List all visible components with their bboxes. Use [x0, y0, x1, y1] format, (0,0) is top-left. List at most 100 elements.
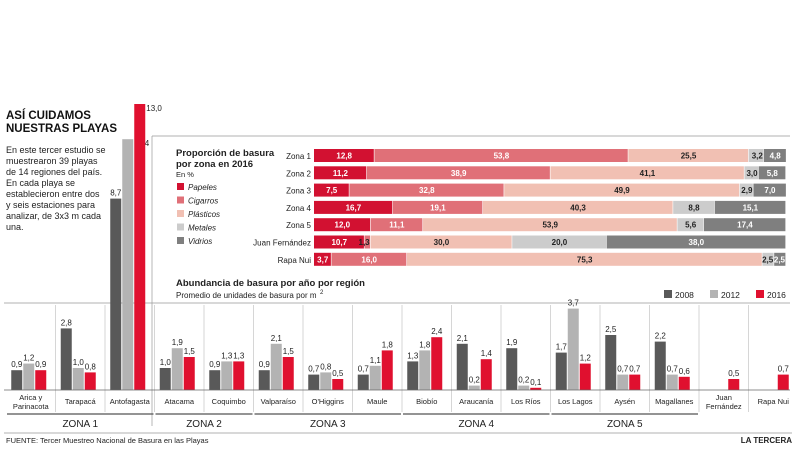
stack-value-label: 40,3 [570, 203, 586, 212]
bar-2016 [282, 357, 294, 390]
stack-segment-vidrios [758, 166, 786, 180]
legend-label-plásticos: Plásticos [188, 210, 220, 219]
bar-2016 [84, 372, 96, 390]
stack-row-label: Zona 4 [286, 204, 311, 213]
bar-value-label: 1,7 [556, 343, 568, 352]
bar-2016 [579, 363, 591, 390]
stack-segment-papeles [314, 218, 371, 232]
bar-value-label: 0,1 [530, 378, 542, 387]
stack-value-label: 16,7 [346, 203, 362, 212]
bar-2012 [221, 361, 233, 390]
bar-chart-subtitle: Promedio de unidades de basura por m [176, 291, 317, 300]
stack-value-label: 3,7 [317, 255, 329, 264]
stack-segment-cigarros [392, 200, 483, 214]
stack-segment-papeles [314, 183, 349, 197]
bar-2008 [555, 352, 567, 390]
zone-label: ZONA 1 [62, 419, 98, 430]
region-label: O'Higgins [312, 397, 345, 406]
bar-2012 [419, 350, 431, 390]
legend-label-cigarros: Cigarros [188, 197, 218, 206]
stack-segment-vidrios [714, 200, 786, 214]
source-note: FUENTE: Tercer Muestreo Nacional de Basu… [6, 436, 209, 445]
stack-value-label: 38,0 [689, 238, 705, 247]
bar-value-label: 1,5 [184, 347, 196, 356]
stack-value-label: 7,0 [764, 186, 776, 195]
stack-segment-plásticos [550, 166, 744, 180]
bar-2012 [518, 385, 530, 390]
bar-2008 [110, 198, 122, 390]
bar-value-label: 1,3 [407, 351, 419, 360]
region-label: Magallanes [655, 397, 694, 406]
stack-value-label: 12,8 [336, 152, 352, 161]
bar-2012 [320, 372, 332, 390]
bar-value-label: 2,5 [605, 325, 617, 334]
legend-label-2008: 2008 [675, 290, 694, 300]
bar-value-label: 13,0 [146, 104, 162, 113]
bar-chart-subtitle-superscript: 2 [320, 290, 324, 296]
stack-segment-vidrios [774, 252, 786, 266]
stack-segment-metales [744, 166, 759, 180]
bar-value-label: 2,1 [457, 334, 469, 343]
stack-value-label: 15,1 [743, 203, 759, 212]
bar-value-label: 0,9 [259, 360, 271, 369]
stack-segment-cigarros [370, 218, 423, 232]
legend-swatch-metales [177, 223, 184, 231]
legend-label-metales: Metales [188, 224, 216, 233]
stack-segment-papeles [314, 252, 331, 266]
bar-2008 [159, 368, 171, 390]
bar-value-label: 3,7 [568, 299, 580, 308]
legend-swatch-papeles [177, 183, 184, 190]
bar-value-label: 1,9 [506, 338, 518, 347]
stack-segment-plásticos [406, 252, 762, 266]
region-label: Maule [367, 397, 387, 406]
bar-value-label: 0,2 [518, 376, 530, 385]
stack-segment-plásticos [370, 235, 512, 249]
page-title: ASÍ CUIDAMOS NUESTRAS PLAYAS [6, 110, 117, 135]
bar-2012 [122, 139, 134, 390]
bar-value-label: 0,9 [209, 360, 221, 369]
stack-segment-metales [677, 218, 704, 232]
stack-row-label: Zona 5 [286, 221, 311, 230]
stack-segment-vidrios [763, 149, 786, 162]
legend-swatch-vidrios [177, 237, 184, 244]
bar-2012 [666, 374, 678, 390]
stack-value-label: 25,5 [681, 152, 697, 161]
bar-value-label: 1,4 [481, 349, 493, 358]
legend-label-2012: 2012 [721, 290, 740, 300]
zone-label: ZONA 3 [310, 419, 346, 430]
bar-2012 [567, 308, 579, 390]
bar-value-label: 1,0 [73, 358, 85, 367]
bar-value-label: 0,7 [358, 365, 370, 374]
brand-logo: LA TERCERA [741, 436, 792, 445]
bar-value-label: 0,7 [308, 365, 320, 374]
stack-value-label: 38,9 [451, 169, 467, 178]
stack-segment-vidrios [753, 183, 786, 197]
stack-value-label: 12,0 [335, 221, 351, 230]
stack-value-label: 4,8 [770, 152, 782, 161]
bar-2012 [468, 385, 480, 390]
stack-value-label: 53,9 [542, 221, 558, 230]
bar-value-label: 0,9 [35, 360, 47, 369]
stack-chart-title: Proporción de basura [176, 148, 275, 159]
stack-value-label: 8,8 [688, 203, 700, 212]
bar-value-label: 1,2 [580, 354, 592, 363]
legend-label-2016: 2016 [767, 290, 786, 300]
bar-value-label: 1,8 [419, 340, 431, 349]
stack-segment-metales [748, 149, 764, 162]
bar-value-label: 2,8 [61, 318, 73, 327]
legend-swatch-2012 [710, 290, 718, 298]
stack-value-label: 19,1 [430, 203, 446, 212]
stack-segment-papeles [314, 235, 364, 249]
legend-swatch-cigarros [177, 196, 184, 204]
stack-row-label: Zona 2 [286, 169, 311, 178]
stack-segment-metales [739, 183, 753, 197]
bar-2016 [431, 337, 443, 390]
bar-2016 [381, 350, 393, 390]
stack-row-label: Zona 3 [286, 187, 311, 196]
bar-2016 [629, 374, 641, 390]
stack-value-label: 75,3 [577, 255, 593, 264]
legend-swatch-2008 [664, 290, 672, 298]
region-label: Los Ríos [511, 397, 541, 406]
stack-value-label: 17,4 [737, 221, 753, 230]
